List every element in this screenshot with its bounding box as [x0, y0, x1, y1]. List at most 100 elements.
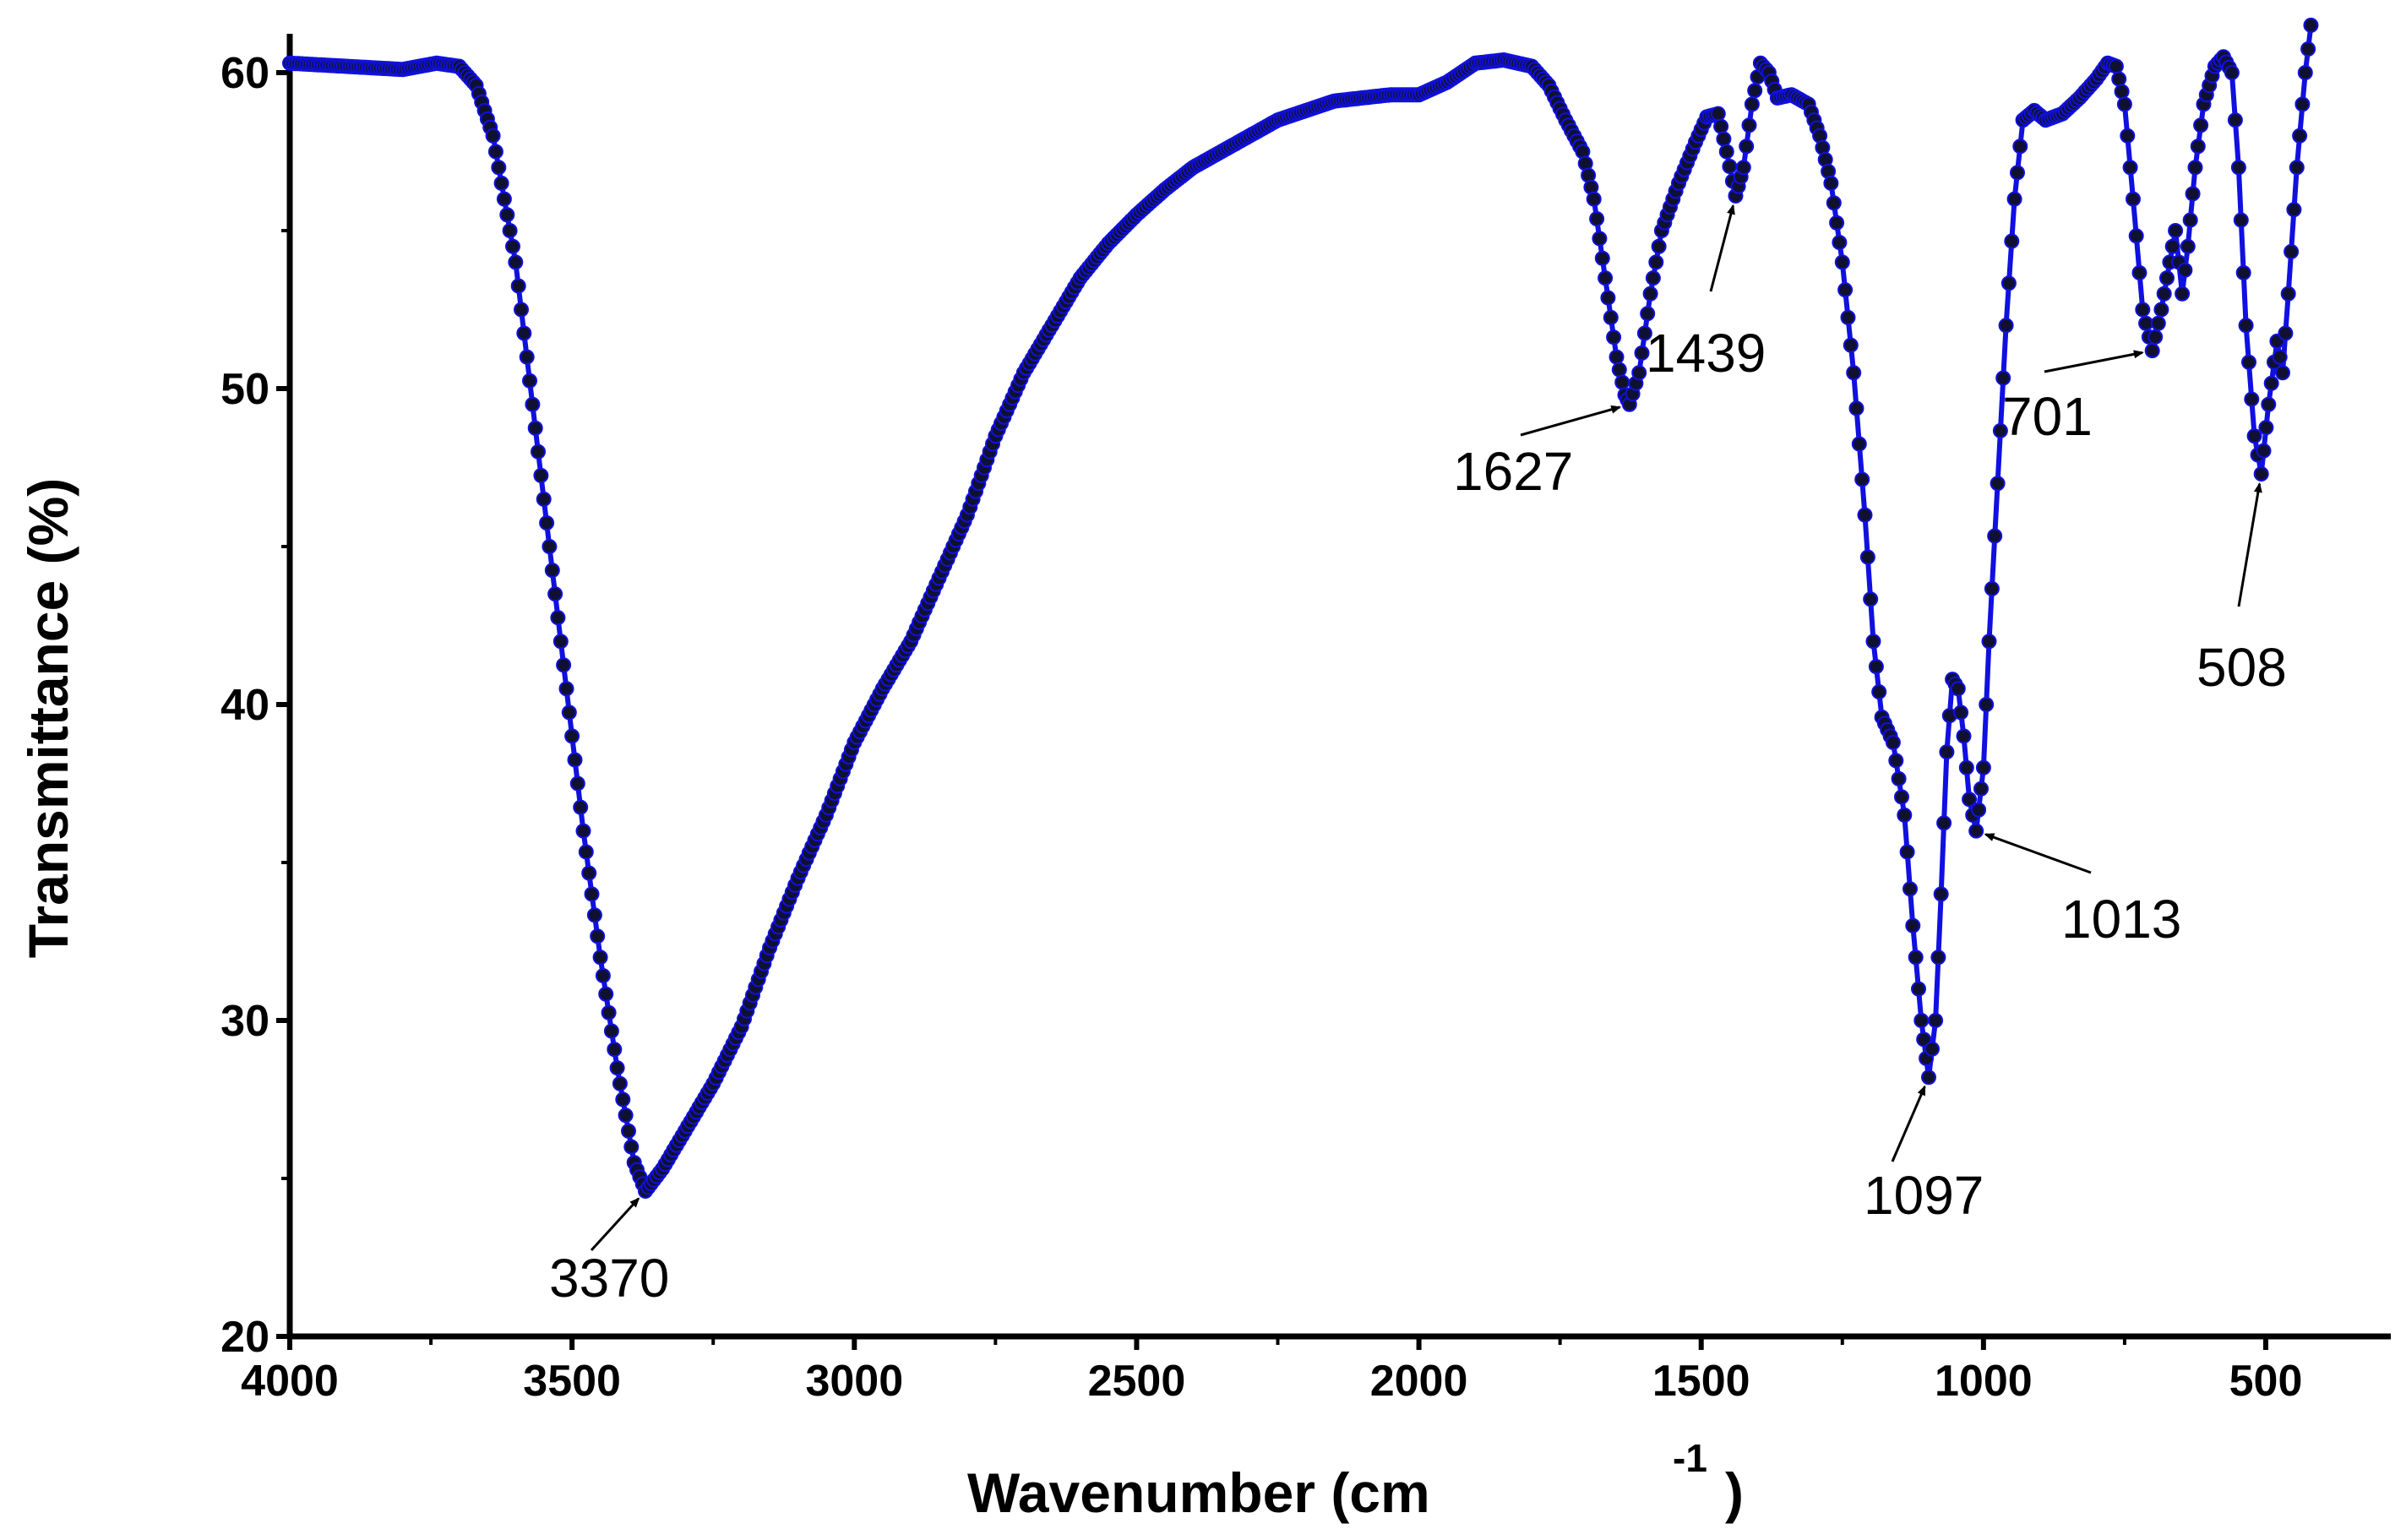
data-point — [1992, 422, 2008, 438]
data-point — [510, 278, 526, 294]
data-point — [539, 515, 555, 531]
data-point — [2126, 191, 2141, 207]
data-point — [1713, 118, 1729, 134]
data-point — [609, 1060, 625, 1076]
data-point — [1871, 684, 1887, 699]
data-point — [2246, 428, 2262, 444]
series-layer — [282, 17, 2319, 1199]
data-point — [623, 1139, 640, 1155]
data-point — [2292, 128, 2308, 144]
data-point — [1722, 159, 1738, 174]
data-point — [592, 950, 608, 966]
data-point — [1609, 349, 1625, 365]
data-point — [2153, 302, 2169, 318]
data-point — [1829, 215, 1845, 231]
x-ticks: 4000 3500 3000 2500 2000 1500 1000 500 — [241, 1336, 2302, 1406]
data-point — [2156, 286, 2172, 302]
data-point — [1928, 1013, 1944, 1028]
data-point — [1832, 235, 1848, 250]
y-tick-label: 40 — [220, 681, 269, 730]
data-point — [516, 325, 532, 341]
y-tick-label: 30 — [220, 997, 269, 1046]
data-point — [547, 586, 563, 602]
data-point — [1837, 282, 1853, 298]
data-point — [1848, 400, 1864, 416]
data-point — [1905, 917, 1921, 933]
data-point — [1953, 705, 1969, 721]
data-point — [2286, 202, 2302, 218]
data-point — [1636, 325, 1652, 341]
data-point — [1933, 886, 1949, 902]
x-tick-label: 1500 — [1652, 1357, 1750, 1406]
data-point — [2256, 443, 2272, 459]
data-point — [1735, 160, 1751, 176]
data-point — [1834, 254, 1850, 270]
data-point — [1995, 370, 2011, 386]
data-point — [2135, 302, 2151, 318]
peak-label: 1013 — [2061, 889, 2181, 950]
data-point — [496, 191, 512, 207]
data-point — [2275, 365, 2290, 381]
data-point — [2227, 112, 2243, 128]
data-point — [1642, 286, 1658, 302]
data-point — [2012, 139, 2028, 155]
x-tick-label: 3500 — [523, 1357, 621, 1406]
data-point — [485, 128, 501, 144]
data-point — [1975, 759, 1991, 775]
data-point — [558, 681, 574, 697]
data-point — [491, 160, 507, 176]
data-point — [2147, 329, 2164, 345]
data-point — [487, 144, 504, 160]
data-point — [1600, 290, 1616, 306]
data-point — [1603, 309, 1619, 325]
data-point — [2300, 41, 2316, 57]
data-point — [1863, 591, 1879, 607]
data-point — [1899, 844, 1915, 860]
x-axis-title: Wavenumber (cm — [967, 1461, 1430, 1524]
data-point — [1981, 634, 1997, 650]
data-point — [1973, 781, 1989, 797]
data-point — [514, 302, 529, 318]
data-point — [1936, 815, 1952, 831]
data-point — [1631, 365, 1647, 381]
data-point — [1594, 250, 1610, 266]
data-point — [618, 1107, 634, 1124]
data-point — [586, 907, 602, 923]
annotation-arrow — [1520, 405, 1622, 437]
data-point — [1979, 697, 1995, 712]
data-point — [1741, 117, 1757, 133]
x-tick-label: 2000 — [1370, 1357, 1468, 1406]
data-point — [1589, 211, 1605, 226]
data-point — [505, 238, 520, 254]
data-point — [2235, 264, 2251, 280]
y-axis-title: Transmittance (%) — [17, 478, 79, 958]
data-point — [612, 1075, 628, 1091]
data-point — [2263, 375, 2279, 391]
data-point — [556, 657, 572, 673]
data-point — [2278, 325, 2294, 341]
data-point — [1885, 734, 1901, 750]
data-point — [1857, 507, 1873, 523]
data-point — [2116, 96, 2132, 112]
data-point — [1984, 580, 2000, 596]
data-point — [2289, 160, 2305, 176]
data-point — [2164, 238, 2180, 254]
data-point — [544, 563, 560, 579]
data-point — [536, 491, 552, 507]
data-point — [2128, 228, 2144, 244]
data-point — [584, 886, 600, 902]
data-point — [1592, 231, 1608, 247]
data-point — [1897, 807, 1913, 823]
data-point — [2193, 117, 2209, 133]
data-point — [2187, 160, 2203, 176]
data-point — [1911, 981, 1926, 997]
data-point — [2144, 343, 2160, 359]
data-point — [1971, 802, 1987, 818]
data-point — [1634, 345, 1650, 361]
data-point — [1645, 270, 1661, 286]
data-point — [2180, 238, 2196, 254]
data-point — [1843, 337, 1859, 353]
data-point — [598, 986, 614, 1002]
y-tick-label: 20 — [220, 1313, 269, 1362]
annotation-arrow — [1984, 833, 2092, 874]
